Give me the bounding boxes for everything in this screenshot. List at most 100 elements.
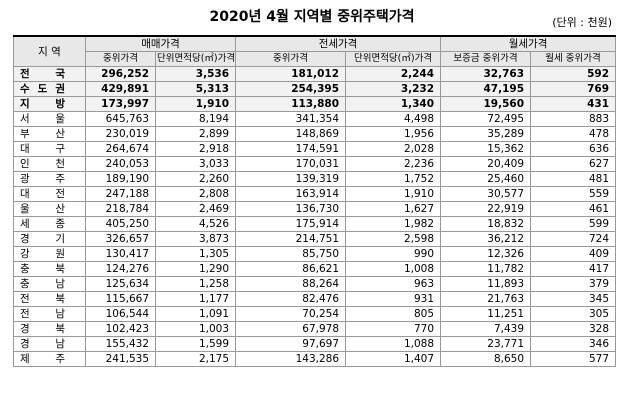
table-row: 제 주 241,535 2,175 143,286 1,407 8,650 577: [13, 351, 617, 367]
value-cell: 2,260: [154, 171, 237, 187]
value-cell: 326,657: [85, 231, 156, 247]
value-cell: 2,175: [154, 351, 237, 367]
value-cell: 2,598: [345, 231, 442, 247]
price-table: 지 역 매매가격 전세가격 월세가격 중위가격 단위면적당(㎡)가격 중위가격 단위면적당…: [13, 35, 617, 367]
region-cell: 서 울: [13, 111, 86, 127]
value-cell: 174,591: [235, 141, 347, 157]
value-cell: 2,899: [154, 126, 237, 142]
value-cell: 577: [530, 351, 617, 367]
value-cell: 32,763: [440, 66, 532, 82]
value-cell: 35,289: [440, 126, 532, 142]
value-cell: 990: [345, 246, 442, 262]
value-cell: 106,544: [85, 306, 156, 322]
table-row: 울 산 218,784 2,469 136,730 1,627 22,919 461: [13, 201, 617, 217]
table-row: 세 종 405,250 4,526 175,914 1,982 18,832 599: [13, 216, 617, 232]
value-cell: 30,577: [440, 186, 532, 202]
value-cell: 1,290: [154, 261, 237, 277]
value-cell: 47,195: [440, 81, 532, 97]
region-cell: 부 산: [13, 126, 86, 142]
value-cell: 22,919: [440, 201, 532, 217]
region-cell: 지 방: [13, 96, 86, 112]
value-cell: 3,033: [154, 156, 237, 172]
value-cell: 645,763: [85, 111, 156, 127]
table-row: 수 도 권 429,891 5,313 254,395 3,232 47,195 769: [13, 81, 617, 97]
value-cell: 173,997: [85, 96, 156, 112]
value-cell: 130,417: [85, 246, 156, 262]
value-cell: 155,432: [85, 336, 156, 352]
value-cell: 1,982: [345, 216, 442, 232]
value-cell: 254,395: [235, 81, 347, 97]
value-cell: 85,750: [235, 246, 347, 262]
table-row: 광 주 189,190 2,260 139,319 1,752 25,460 481: [13, 171, 617, 187]
value-cell: 1,258: [154, 276, 237, 292]
value-cell: 1,752: [345, 171, 442, 187]
region-cell: 대 전: [13, 186, 86, 202]
value-cell: 230,019: [85, 126, 156, 142]
region-cell: 수 도 권: [13, 81, 86, 97]
value-cell: 12,326: [440, 246, 532, 262]
value-cell: 3,536: [154, 66, 237, 82]
value-cell: 417: [530, 261, 617, 277]
table-row: 전 국 296,252 3,536 181,012 2,244 32,763 592: [13, 66, 617, 82]
region-cell: 제 주: [13, 351, 86, 367]
value-cell: 2,236: [345, 156, 442, 172]
region-cell: 경 기: [13, 231, 86, 247]
value-cell: 25,460: [440, 171, 532, 187]
value-cell: 240,053: [85, 156, 156, 172]
sub-header: 중위가격: [85, 51, 156, 67]
table-row: 지 방 173,997 1,910 113,880 1,340 19,560 431: [13, 96, 617, 112]
value-cell: 2,469: [154, 201, 237, 217]
value-cell: 11,782: [440, 261, 532, 277]
value-cell: 305: [530, 306, 617, 322]
value-cell: 379: [530, 276, 617, 292]
value-cell: 8,194: [154, 111, 237, 127]
value-cell: 599: [530, 216, 617, 232]
value-cell: 636: [530, 141, 617, 157]
value-cell: 345: [530, 291, 617, 307]
region-cell: 경 남: [13, 336, 86, 352]
value-cell: 36,212: [440, 231, 532, 247]
value-cell: 102,423: [85, 321, 156, 337]
value-cell: 136,730: [235, 201, 347, 217]
group-header-row: 지 역 매매가격 전세가격 월세가격: [13, 35, 617, 67]
value-cell: 1,910: [154, 96, 237, 112]
table-row: 인 천 240,053 3,033 170,031 2,236 20,409 627: [13, 156, 617, 172]
value-cell: 241,535: [85, 351, 156, 367]
value-cell: 113,880: [235, 96, 347, 112]
value-cell: 409: [530, 246, 617, 262]
sub-header: 월세 중위가격: [530, 51, 617, 67]
value-cell: 431: [530, 96, 617, 112]
value-cell: 461: [530, 201, 617, 217]
region-cell: 충 남: [13, 276, 86, 292]
value-cell: 627: [530, 156, 617, 172]
value-cell: 19,560: [440, 96, 532, 112]
value-cell: 769: [530, 81, 617, 97]
value-cell: 1,003: [154, 321, 237, 337]
value-cell: 478: [530, 126, 617, 142]
table-row: 경 남 155,432 1,599 97,697 1,088 23,771 346: [13, 336, 617, 352]
value-cell: 88,264: [235, 276, 347, 292]
value-cell: 1,910: [345, 186, 442, 202]
group-header: 매매가격: [84, 35, 237, 52]
value-cell: 481: [530, 171, 617, 187]
unit-note: (단위 : 천원): [552, 16, 612, 29]
value-cell: 1,177: [154, 291, 237, 307]
value-cell: 125,634: [85, 276, 156, 292]
value-cell: 1,008: [345, 261, 442, 277]
value-cell: 181,012: [235, 66, 347, 82]
value-cell: 70,254: [235, 306, 347, 322]
region-cell: 인 천: [13, 156, 86, 172]
value-cell: 341,354: [235, 111, 347, 127]
sub-header: 단위면적당(㎡)가격: [345, 51, 442, 67]
value-cell: 3,232: [345, 81, 442, 97]
region-cell: 전 북: [13, 291, 86, 307]
table-row: 대 구 264,674 2,918 174,591 2,028 15,362 636: [13, 141, 617, 157]
value-cell: 163,914: [235, 186, 347, 202]
region-cell: 강 원: [13, 246, 86, 262]
value-cell: 214,751: [235, 231, 347, 247]
value-cell: 883: [530, 111, 617, 127]
value-cell: 143,286: [235, 351, 347, 367]
value-cell: 1,956: [345, 126, 442, 142]
value-cell: 296,252: [85, 66, 156, 82]
